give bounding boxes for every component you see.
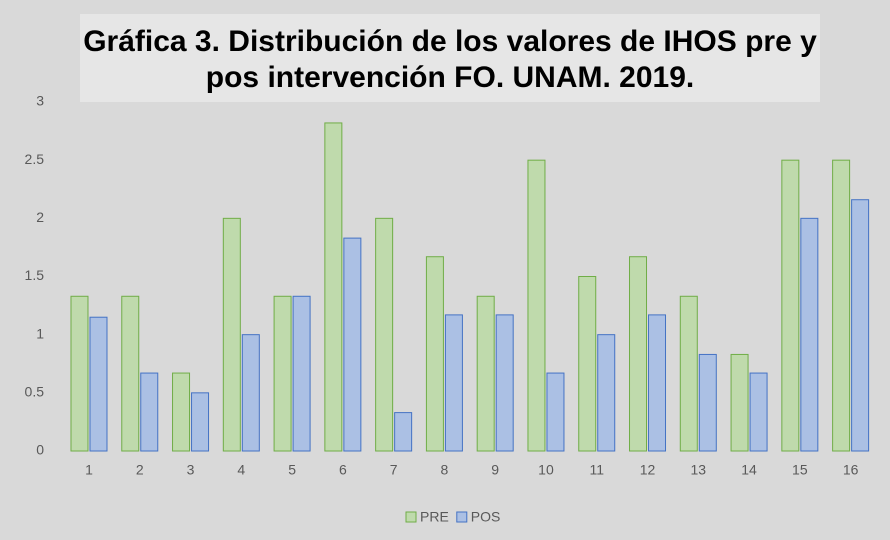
- x-tick-label: 15: [792, 462, 808, 478]
- bar: [425, 256, 444, 452]
- x-tick-label: 11: [589, 462, 604, 478]
- bar: [292, 295, 311, 452]
- bar: [172, 372, 191, 452]
- x-tick-label: 12: [640, 462, 656, 478]
- legend-label: PRE: [420, 509, 449, 525]
- x-tick-label: 13: [690, 462, 706, 478]
- bar: [222, 217, 241, 452]
- x-tick-label: 1: [85, 462, 93, 478]
- bar: [324, 122, 343, 452]
- bar: [832, 159, 851, 452]
- bar: [597, 334, 616, 452]
- x-tick-label: 4: [237, 462, 245, 478]
- y-tick-label: 2: [36, 209, 44, 225]
- x-tick-label: 3: [187, 462, 195, 478]
- x-tick-label: 7: [390, 462, 398, 478]
- chart-title: Gráfica 3. Distribución de los valores d…: [80, 14, 820, 102]
- legend-label: POS: [471, 509, 501, 525]
- bar: [476, 295, 495, 452]
- bar: [648, 314, 667, 452]
- x-tick-label: 2: [136, 462, 144, 478]
- x-tick-label: 10: [538, 462, 554, 478]
- y-tick-label: 1: [36, 325, 44, 341]
- bar: [191, 392, 210, 452]
- legend-swatch: [405, 511, 417, 523]
- legend-swatch: [456, 511, 468, 523]
- bar: [749, 372, 768, 452]
- bar: [241, 334, 260, 452]
- y-tick-label: 3: [36, 93, 44, 109]
- bar: [851, 199, 870, 452]
- y-tick-label: 1.5: [25, 267, 45, 283]
- bar: [89, 316, 108, 452]
- bar: [781, 159, 800, 452]
- bar: [495, 314, 514, 452]
- bar: [629, 256, 648, 452]
- bar: [121, 295, 140, 452]
- bar: [70, 295, 89, 452]
- x-tick-label: 8: [441, 462, 449, 478]
- bar: [140, 372, 159, 452]
- x-tick-label: 6: [339, 462, 347, 478]
- y-tick-label: 2.5: [25, 151, 45, 167]
- bar: [444, 314, 463, 452]
- bar: [394, 412, 413, 452]
- bar: [679, 295, 698, 452]
- x-tick-label: 9: [491, 462, 499, 478]
- bar: [375, 217, 394, 452]
- x-tick-label: 5: [288, 462, 296, 478]
- bar: [730, 353, 749, 452]
- bar: [273, 295, 292, 452]
- bar: [800, 217, 819, 452]
- y-tick-label: 0.5: [25, 384, 45, 400]
- y-tick-label: 0: [36, 442, 44, 458]
- bar: [698, 353, 717, 452]
- bar: [527, 159, 546, 452]
- x-tick-label: 16: [843, 462, 859, 478]
- bar: [578, 276, 597, 452]
- bar: [343, 237, 362, 452]
- bar: [546, 372, 565, 452]
- x-tick-label: 14: [741, 462, 757, 478]
